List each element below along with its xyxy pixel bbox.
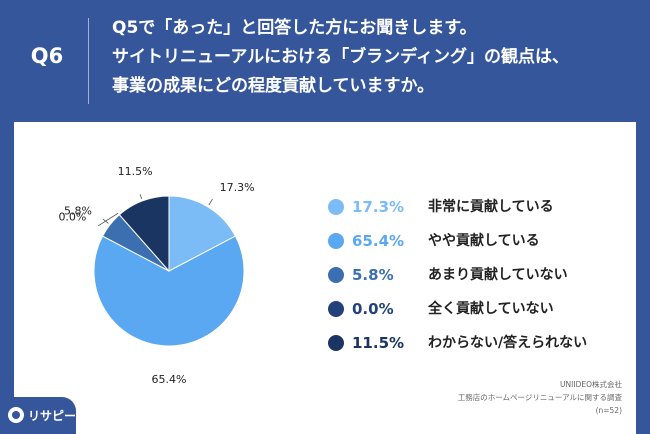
legend-label-1: 非常に貢献している [428, 199, 554, 215]
question-header: Q6 Q5で「あった」と回答した方にお聞きします。 サイトリニューアルにおける「… [0, 0, 650, 120]
question-text: Q5で「あった」と回答した方にお聞きします。 サイトリニューアルにおける「ブラン… [112, 14, 569, 101]
pie-slice-2 [93, 235, 245, 347]
pie-chart: 17.3% 65.4% 5.8%0.0% 11.5% [58, 165, 255, 386]
legend-value-1: 17.3% [352, 198, 405, 216]
legend-value-3: 5.8% [352, 266, 394, 284]
chart-card: 17.3% 65.4% 5.8% 0.0% 11.5% 17.3% 非常に貢献している … [14, 122, 636, 434]
legend-value-2: 65.4% [352, 232, 405, 250]
legend-marker-2 [328, 233, 344, 249]
source-sample-size: (n=52) [595, 406, 622, 415]
pie-slice-5 [118, 195, 170, 273]
logo-text: リサピー [28, 409, 77, 423]
data-label-5: 11.5% [118, 165, 153, 178]
source-survey: 工務店のホームページリニューアルに関する調査 [457, 393, 622, 402]
legend-label-5: わからない/答えられない [428, 335, 588, 351]
leader-line-5 [139, 194, 143, 200]
question-number: Q6 [30, 44, 64, 68]
data-label-1: 17.3% [220, 181, 255, 194]
pie-slice-1 [168, 195, 237, 272]
question-line-3: 事業の成果にどの程度貢献していますか。 [112, 76, 435, 96]
legend-label-2: やや貢献している [428, 233, 540, 249]
question-line-1: Q5で「あった」と回答した方にお聞きします。 [112, 18, 477, 38]
legend-label-3: あまり貢献していない [428, 267, 568, 283]
brand-logo: リサピー [0, 397, 76, 434]
header-divider [88, 18, 89, 104]
legend-value-5: 11.5% [352, 334, 405, 352]
legend-value-4: 0.0% [352, 300, 394, 318]
leader-line-1 [208, 198, 213, 206]
legend-marker-1 [328, 199, 344, 215]
data-label-3: 5.8% [64, 204, 92, 217]
source-company: UNIIDEO株式会社 [560, 380, 622, 389]
question-line-2: サイトリニューアルにおける「ブランディング」の観点は、 [112, 47, 569, 67]
leader-line-4 [97, 212, 119, 227]
legend-label-4: 全く貢献していない [428, 301, 554, 317]
legend-marker-4 [328, 301, 344, 317]
data-label-2: 65.4% [152, 373, 187, 386]
legend-marker-5 [328, 335, 344, 351]
data-label-4: 0.0% [58, 210, 86, 223]
legend-marker-3 [328, 267, 344, 283]
source-note: UNIIDEO株式会社 工務店のホームページリニューアルに関する調査 (n=52… [458, 378, 622, 417]
risapy-logo-icon [8, 407, 24, 423]
